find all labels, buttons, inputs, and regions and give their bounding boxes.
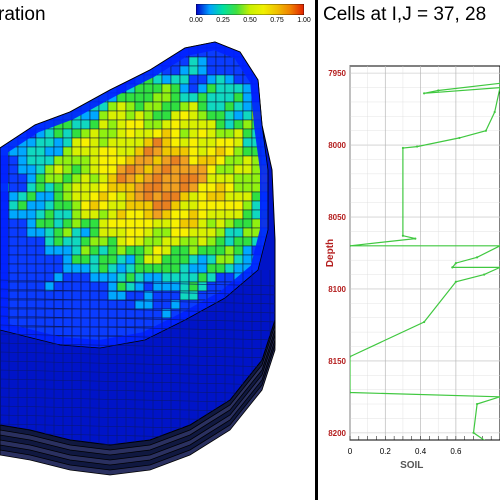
- y-tick-label: 8200: [328, 429, 346, 438]
- x-tick-label: 0.2: [380, 447, 392, 456]
- soil-data-point: [350, 244, 352, 247]
- soil-data-point: [401, 146, 405, 150]
- soil-data-point: [475, 402, 479, 406]
- y-tick-label: 8100: [328, 285, 346, 294]
- reservoir-grid-model[interactable]: [0, 30, 315, 500]
- soil-data-point: [415, 145, 419, 148]
- x-tick-label: 0.6: [450, 447, 462, 456]
- color-legend-ticks: 0.00 0.25 0.50 0.75 1.00: [186, 17, 314, 27]
- y-tick-label: 7950: [328, 69, 346, 78]
- soil-data-point: [350, 355, 352, 358]
- soil-data-point: [454, 261, 457, 265]
- color-legend-gradient: [196, 4, 304, 15]
- color-legend-bar: [196, 4, 304, 15]
- soil-data-point: [350, 391, 352, 394]
- y-axis-label: Depth: [325, 239, 336, 267]
- soil-data-point: [472, 431, 475, 434]
- x-axis-label: SOIL: [400, 460, 423, 471]
- view-title: ration: [0, 4, 46, 25]
- soil-data-point: [423, 92, 426, 95]
- color-legend-tick: 1.00: [297, 17, 311, 24]
- x-tick-label: 0: [348, 447, 353, 456]
- color-legend-tick: 0.75: [270, 17, 284, 24]
- reservoir-3d-view[interactable]: ration 0.00 0.25 0.50 0.75 1.00: [0, 0, 315, 500]
- color-legend-tick: 0.50: [243, 17, 257, 24]
- soil-data-point: [437, 89, 440, 92]
- water-zone-cells: [0, 270, 275, 445]
- soil-data-point: [484, 129, 487, 132]
- soil-data-point: [493, 110, 496, 114]
- panel-divider[interactable]: [315, 0, 318, 500]
- soil-data-point: [494, 446, 496, 448]
- plot-title: Cells at I,J = 37, 28: [323, 4, 487, 25]
- soil-data-point: [414, 237, 417, 240]
- plot-frame: [349, 65, 500, 441]
- soil-data-point: [454, 280, 457, 283]
- y-tick-label: 8000: [328, 141, 346, 150]
- x-tick-label: 0.4: [415, 447, 427, 456]
- soil-data-point: [483, 273, 486, 276]
- soil-series-line: [350, 82, 500, 440]
- soil-data-point: [401, 234, 405, 237]
- well-log-panel[interactable]: Cells at I,J = 37, 28 7950 8000 8050 8100 81…: [318, 0, 500, 500]
- color-legend-tick: 0.25: [216, 17, 230, 24]
- soil-data-point: [423, 320, 426, 324]
- color-legend-tick: 0.00: [189, 17, 203, 24]
- y-tick-label: 8050: [328, 213, 346, 222]
- soil-data-point: [458, 136, 461, 140]
- soil-data-point: [451, 266, 454, 269]
- soil-data-point: [475, 256, 479, 259]
- y-tick-label: 8150: [328, 357, 346, 366]
